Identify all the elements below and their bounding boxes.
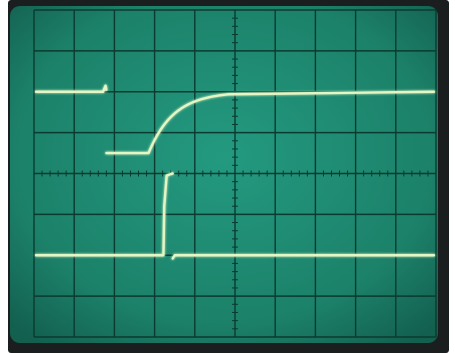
upper-step-trace	[34, 84, 436, 155]
scope-display	[10, 6, 438, 343]
phosphor-screen	[10, 6, 438, 343]
scope-screen	[10, 6, 438, 343]
waveform-traces	[34, 84, 436, 260]
lower-pulse-trace	[34, 172, 436, 260]
